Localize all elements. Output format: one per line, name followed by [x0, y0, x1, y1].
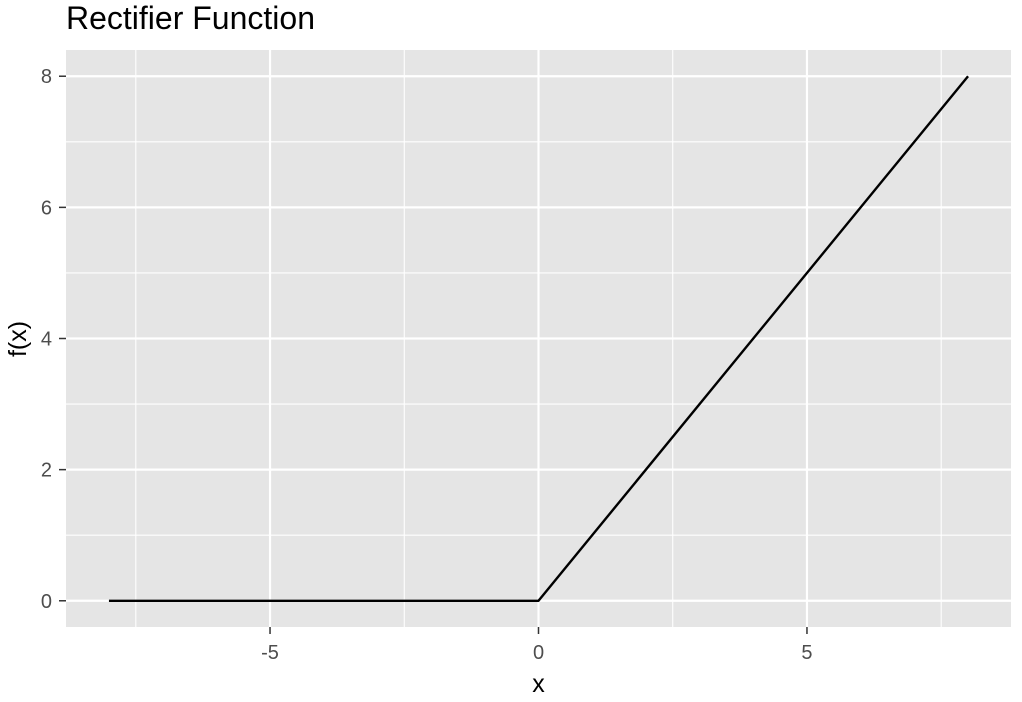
y-tick-label: 6 [41, 197, 52, 219]
x-tick-label: -5 [261, 642, 279, 664]
y-tick-label: 8 [41, 66, 52, 88]
chart-title: Rectifier Function [66, 0, 315, 36]
y-tick-label: 0 [41, 591, 52, 613]
x-axis: -5 0 5 [261, 627, 813, 664]
x-tick-label: 0 [533, 642, 544, 664]
y-tick-label: 2 [41, 460, 52, 482]
series-layer [108, 75, 969, 602]
y-tick-label: 4 [41, 329, 52, 351]
x-axis-title: x [532, 670, 545, 698]
series-line [108, 75, 969, 602]
y-axis-title: f(x) [4, 321, 32, 357]
major-gridlines [66, 50, 1011, 627]
x-tick-label: 5 [801, 642, 812, 664]
y-axis: 0 2 4 6 8 [41, 66, 66, 613]
